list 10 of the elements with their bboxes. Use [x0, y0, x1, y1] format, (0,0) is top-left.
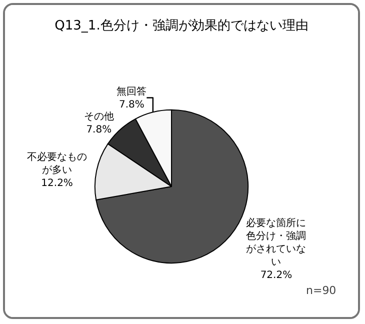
chart-title: Q13_1.色分け・強調が効果的ではない理由: [54, 18, 308, 34]
data-label: 12.2%: [41, 178, 73, 189]
slice-label: 不必要なものが多い: [27, 150, 88, 176]
data-label: 7.8%: [118, 99, 144, 110]
data-label: 72.2%: [260, 270, 292, 281]
data-label: 7.8%: [86, 124, 112, 136]
slice-label: 必要な箇所に色分け・強調がされていない: [246, 216, 306, 268]
slice-label: その他: [84, 110, 114, 122]
text: n=90: [306, 284, 336, 297]
slice-label: 無回答: [116, 85, 147, 98]
